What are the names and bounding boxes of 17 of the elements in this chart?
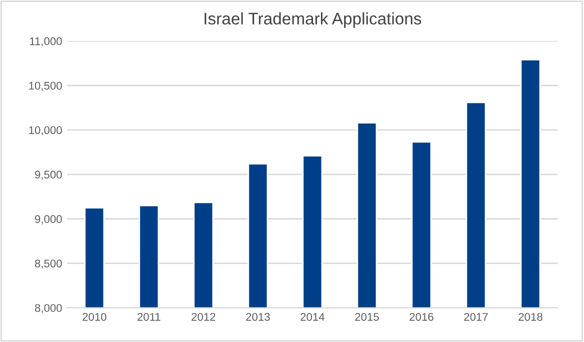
x-tick-label: 2012: [192, 312, 216, 321]
x-tick-label: 2015: [355, 312, 379, 321]
x-tick-label: 2013: [246, 312, 270, 321]
x-tick-label: 2014: [300, 312, 324, 321]
y-tick-label: 10,500: [29, 82, 62, 91]
x-tick-label: 2011: [138, 312, 160, 321]
x-tick-label: 2017: [464, 312, 488, 321]
x-tick-label: 2016: [410, 312, 434, 321]
x-tick-label: 2018: [518, 312, 542, 321]
y-tick-label: 8,000: [34, 304, 62, 314]
y-tick-label: 9,500: [35, 170, 62, 180]
y-tick-label: 8,500: [34, 260, 62, 269]
y-tick-label: 11,000: [30, 37, 62, 46]
x-tick-label: 2010: [82, 312, 106, 321]
chart-title: Israel Trademark Applications: [204, 12, 422, 28]
y-tick-label: 10,000: [29, 126, 62, 136]
y-tick-label: 9,000: [35, 215, 62, 224]
